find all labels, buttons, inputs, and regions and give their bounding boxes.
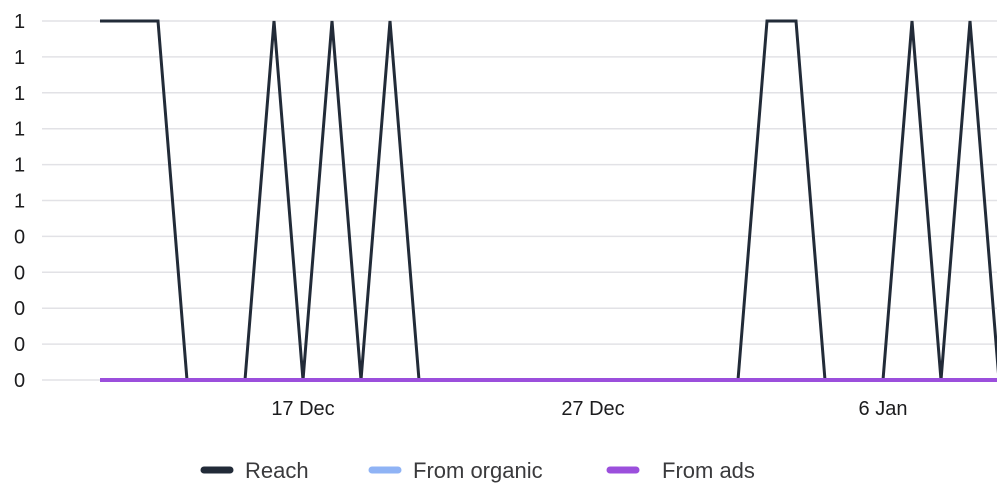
x-tick-label: 17 Dec <box>271 398 334 420</box>
grid <box>42 20 997 381</box>
y-tick-label: 0 <box>14 334 25 356</box>
legend-item-from-organic[interactable]: From organic <box>368 458 543 483</box>
y-tick-label: 0 <box>14 226 25 248</box>
y-tick-label: 0 <box>14 262 25 284</box>
series <box>100 19 997 382</box>
y-tick-label: 1 <box>14 11 25 33</box>
y-tick-label: 0 <box>14 370 25 392</box>
legend-label: Reach <box>245 458 309 483</box>
y-tick-label: 0 <box>14 298 25 320</box>
legend-label: From ads <box>662 458 755 483</box>
legend-item-reach[interactable]: Reach <box>200 458 309 483</box>
y-tick-label: 1 <box>14 119 25 141</box>
y-tick-label: 1 <box>14 47 25 69</box>
legend-item-from-ads[interactable]: From ads <box>606 458 755 483</box>
x-tick-label: 27 Dec <box>561 398 624 420</box>
legend[interactable]: Reach From organic From ads <box>200 458 755 483</box>
x-tick-label: 6 Jan <box>859 398 908 420</box>
y-tick-label: 1 <box>14 155 25 177</box>
legend-label: From organic <box>413 458 543 483</box>
y-tick-label: 1 <box>14 83 25 105</box>
y-axis-ticks: 1 1 1 1 1 1 0 0 0 0 0 <box>14 11 25 392</box>
y-tick-label: 1 <box>14 191 25 213</box>
x-axis-ticks: 17 Dec 27 Dec 6 Jan <box>271 398 907 420</box>
